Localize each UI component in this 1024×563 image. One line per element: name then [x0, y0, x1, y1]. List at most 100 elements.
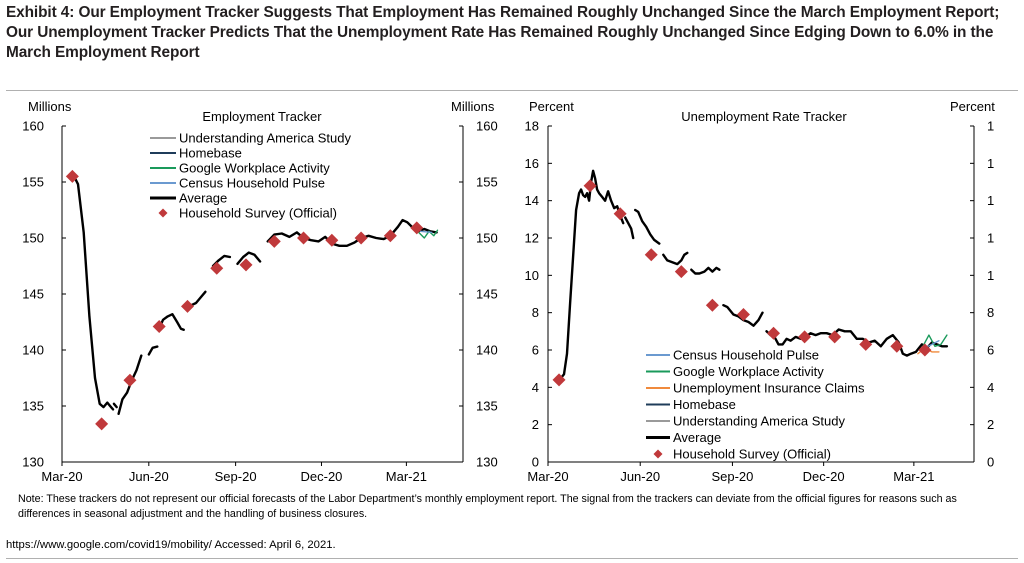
- unemployment-chart-title: Unemployment Rate Tracker: [681, 109, 847, 124]
- unemployment-legend-swatch-household-survey-official: [653, 449, 663, 459]
- unemployment-household-survey-marker: [583, 179, 597, 193]
- employment-right-tick-label: 155: [476, 175, 498, 190]
- unemployment-left-tick-label: 8: [532, 305, 539, 320]
- title-divider: [6, 90, 1018, 91]
- employment-average-line: [266, 218, 438, 248]
- unemployment-x-tick-label: Sep-20: [711, 469, 753, 484]
- exhibit-title: Exhibit 4: Our Employment Tracker Sugges…: [6, 4, 1000, 61]
- employment-chart-title: Employment Tracker: [202, 109, 322, 124]
- employment-average-line: [117, 354, 143, 415]
- employment-household-survey-marker: [383, 229, 397, 243]
- source-line: https://www.google.com/covid19/mobility/…: [6, 539, 336, 551]
- employment-average-line: [71, 171, 115, 411]
- unemployment-left-tick-label: 4: [532, 380, 539, 395]
- unemployment-left-tick-label: 12: [525, 231, 539, 246]
- unemployment-average-line: [559, 169, 625, 380]
- employment-household-survey-marker: [210, 261, 224, 275]
- employment-google-workplace-activity-line: [418, 229, 439, 239]
- unemployment-x-tick-label: Mar-21: [893, 469, 934, 484]
- employment-left-tick-label: 135: [22, 399, 44, 414]
- unemployment-left-tick-label: 14: [525, 193, 539, 208]
- unemployment-household-survey-marker: [798, 330, 812, 344]
- unemployment-legend-label-homebase: Homebase: [673, 397, 736, 412]
- unemployment-left-tick-label: 0: [532, 455, 539, 470]
- employment-legend-label-homebase: Homebase: [179, 146, 242, 161]
- employment-legend-label-census-household-pulse: Census Household Pulse: [179, 176, 325, 191]
- unemployment-household-survey-marker: [828, 330, 842, 344]
- employment-household-survey-marker: [325, 233, 339, 247]
- employment-legend-swatch-household-survey-official: [158, 208, 168, 218]
- employment-household-survey-marker: [354, 231, 368, 245]
- unemployment-household-survey-marker: [918, 343, 932, 357]
- employment-x-tick-label: Mar-21: [386, 469, 427, 484]
- employment-legend-label-average: Average: [179, 191, 227, 206]
- unemployment-right-tick-label: 1: [987, 156, 994, 171]
- employment-x-tick-label: Mar-20: [41, 469, 82, 484]
- unemployment-average-line: [634, 208, 661, 245]
- employment-legend-label-understanding-america-study: Understanding America Study: [179, 131, 351, 146]
- employment-x-tick-label: Jun-20: [129, 469, 169, 484]
- unemployment-average-line: [662, 251, 689, 266]
- employment-average-line: [236, 251, 262, 265]
- unemployment-right-tick-label: 8: [987, 305, 994, 320]
- unemployment-x-tick-label: Mar-20: [527, 469, 568, 484]
- unemployment-right-tick-label: 1: [987, 231, 994, 246]
- chart-note: Note: These trackers do not represent ou…: [18, 493, 957, 520]
- employment-household-survey-marker: [410, 221, 424, 235]
- employment-right-tick-label: 130: [476, 455, 498, 470]
- unemployment-x-tick-label: Jun-20: [620, 469, 660, 484]
- unemployment-household-survey-marker: [644, 248, 658, 262]
- unemployment-left-tick-label: 16: [525, 156, 539, 171]
- unemployment-average-line: [690, 266, 721, 275]
- unemployment-right-tick-label: 1: [987, 268, 994, 283]
- employment-average-line: [157, 313, 185, 331]
- employment-right-tick-label: 145: [476, 287, 498, 302]
- unemployment-legend-label-average: Average: [673, 430, 721, 445]
- unemployment-household-survey-marker: [674, 265, 688, 279]
- employment-household-survey-marker: [297, 231, 311, 245]
- unemployment-right-tick-label: 2: [987, 417, 994, 432]
- employment-household-survey-marker: [95, 417, 109, 431]
- employment-census-household-pulse-line: [419, 230, 433, 234]
- unemployment-household-survey-marker: [705, 298, 719, 312]
- unemployment-legend-label-unemployment-insurance-claims: Unemployment Insurance Claims: [673, 381, 865, 396]
- unemployment-household-survey-marker: [767, 326, 781, 340]
- charts-area: Employment Tracker Millions Millions 130 130…: [22, 99, 995, 484]
- unemployment-right-tick-label: 1: [987, 119, 994, 134]
- unemployment-household-survey-marker: [859, 337, 873, 351]
- bottom-divider: [6, 558, 1018, 559]
- unemployment-right-unit-label: Percent: [950, 99, 995, 114]
- unemployment-left-tick-label: 10: [525, 268, 539, 283]
- unemployment-household-survey-marker: [552, 373, 566, 387]
- employment-average-line: [112, 402, 118, 409]
- unemployment-legend-label-understanding-america-study: Understanding America Study: [673, 414, 845, 429]
- employment-right-tick-label: 140: [476, 343, 498, 358]
- unemployment-household-survey-marker: [736, 308, 750, 322]
- employment-average-line: [147, 345, 159, 356]
- employment-x-tick-label: Sep-20: [215, 469, 257, 484]
- employment-left-tick-label: 140: [22, 343, 44, 358]
- employment-legend-label-google-workplace-activity: Google Workplace Activity: [179, 161, 330, 176]
- employment-left-tick-label: 150: [22, 231, 44, 246]
- unemployment-household-survey-marker: [890, 339, 904, 353]
- unemployment-legend-label-census-household-pulse: Census Household Pulse: [673, 348, 819, 363]
- unemployment-average-line: [624, 216, 635, 240]
- unemployment-average-line: [765, 328, 949, 357]
- employment-right-tick-label: 150: [476, 231, 498, 246]
- employment-x-tick-label: Dec-20: [301, 469, 343, 484]
- employment-household-survey-marker: [239, 258, 253, 272]
- unemployment-right-tick-label: 1: [987, 193, 994, 208]
- employment-household-survey-marker: [267, 234, 281, 248]
- unemployment-right-tick-label: 6: [987, 343, 994, 358]
- employment-left-tick-label: 160: [22, 119, 44, 134]
- employment-household-survey-marker: [152, 319, 166, 333]
- employment-household-survey-marker: [123, 373, 137, 387]
- unemployment-left-unit-label: Percent: [529, 99, 574, 114]
- unemployment-right-tick-label: 0: [987, 455, 994, 470]
- employment-left-tick-label: 145: [22, 287, 44, 302]
- unemployment-x-tick-label: Dec-20: [803, 469, 845, 484]
- unemployment-right-tick-label: 4: [987, 380, 994, 395]
- employment-left-unit-label: Millions: [28, 99, 72, 114]
- unemployment-left-tick-label: 18: [525, 119, 539, 134]
- employment-left-tick-label: 155: [22, 175, 44, 190]
